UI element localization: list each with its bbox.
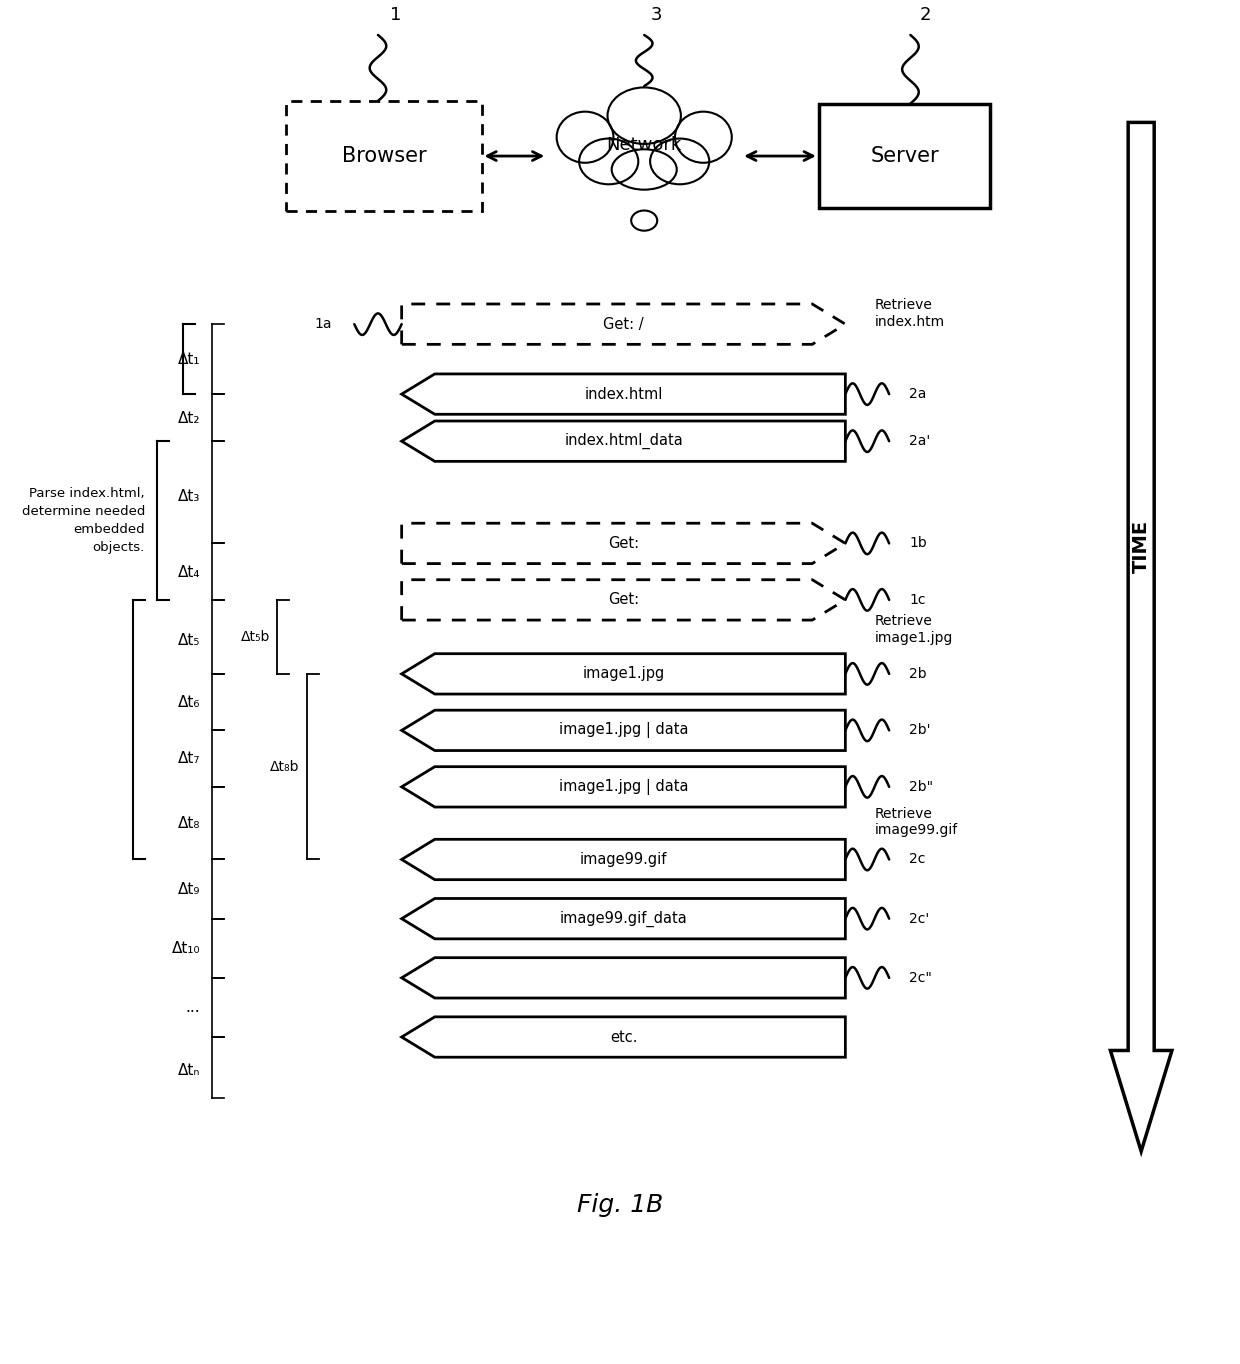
FancyBboxPatch shape <box>818 104 991 209</box>
Text: 1b: 1b <box>909 536 928 551</box>
Text: Retrieve
image1.jpg: Retrieve image1.jpg <box>875 614 954 645</box>
Text: Δt₈: Δt₈ <box>179 816 201 831</box>
Text: image1.jpg | data: image1.jpg | data <box>559 723 688 738</box>
Text: 1: 1 <box>391 7 402 25</box>
Text: TIME: TIME <box>1132 520 1151 573</box>
Text: 2c': 2c' <box>909 911 930 926</box>
Polygon shape <box>402 524 846 563</box>
Polygon shape <box>402 767 846 807</box>
Polygon shape <box>402 839 846 880</box>
Text: Retrieve
image99.gif: Retrieve image99.gif <box>875 806 959 837</box>
Text: Δt₈b: Δt₈b <box>270 760 300 773</box>
Text: 2c": 2c" <box>909 971 932 985</box>
Text: etc.: etc. <box>610 1030 637 1045</box>
Polygon shape <box>402 374 846 415</box>
Text: Parse index.html,
determine needed
embedded
objects.: Parse index.html, determine needed embed… <box>21 487 145 554</box>
Text: image1.jpg: image1.jpg <box>583 667 665 682</box>
Polygon shape <box>402 711 846 750</box>
Text: Δt₅: Δt₅ <box>179 633 201 648</box>
Text: 2c: 2c <box>909 852 925 866</box>
Polygon shape <box>402 421 846 461</box>
Text: Δt₄: Δt₄ <box>179 566 201 581</box>
Ellipse shape <box>675 112 732 162</box>
Text: Retrieve
index.htm: Retrieve index.htm <box>875 299 945 329</box>
Text: Δt₃: Δt₃ <box>179 488 201 503</box>
Text: Get:: Get: <box>608 592 639 607</box>
Ellipse shape <box>557 112 614 162</box>
Ellipse shape <box>579 139 639 184</box>
Text: Δt₉: Δt₉ <box>179 881 201 896</box>
Text: 2b: 2b <box>909 667 926 681</box>
Ellipse shape <box>608 87 681 145</box>
Text: Browser: Browser <box>341 146 427 166</box>
Text: Δt₂: Δt₂ <box>179 411 201 426</box>
Text: 2: 2 <box>920 7 931 25</box>
Polygon shape <box>1110 123 1172 1151</box>
Text: Server: Server <box>870 146 939 166</box>
Text: image99.gif_data: image99.gif_data <box>559 911 687 926</box>
Text: Get:: Get: <box>608 536 639 551</box>
Polygon shape <box>402 1016 846 1057</box>
Polygon shape <box>402 653 846 694</box>
FancyBboxPatch shape <box>286 101 481 211</box>
Text: 1a: 1a <box>314 318 332 331</box>
Text: Δtₙ: Δtₙ <box>179 1063 201 1078</box>
Text: Δt₆: Δt₆ <box>179 694 201 709</box>
Text: 1c: 1c <box>909 593 926 607</box>
Text: index.html_data: index.html_data <box>564 434 683 449</box>
Text: Fig. 1B: Fig. 1B <box>578 1194 663 1217</box>
Text: image1.jpg | data: image1.jpg | data <box>559 779 688 795</box>
Text: 3: 3 <box>650 7 662 25</box>
Polygon shape <box>402 899 846 938</box>
Polygon shape <box>402 958 846 998</box>
Ellipse shape <box>611 149 677 190</box>
Text: 2b": 2b" <box>909 780 934 794</box>
Text: 2a: 2a <box>909 387 926 401</box>
Text: Δt₁: Δt₁ <box>179 352 201 367</box>
Ellipse shape <box>650 139 709 184</box>
Text: Δt₅b: Δt₅b <box>241 630 270 644</box>
Polygon shape <box>402 580 846 621</box>
Text: index.html: index.html <box>584 386 662 401</box>
Text: Δt₇: Δt₇ <box>179 752 201 767</box>
Text: Network: Network <box>606 136 682 154</box>
Text: Δt₁₀: Δt₁₀ <box>172 941 201 956</box>
Polygon shape <box>402 304 846 344</box>
Text: image99.gif: image99.gif <box>580 852 667 868</box>
Text: 2a': 2a' <box>909 434 930 449</box>
Text: 2b': 2b' <box>909 723 931 738</box>
Text: ...: ... <box>186 1000 201 1015</box>
Ellipse shape <box>631 210 657 231</box>
Text: Get: /: Get: / <box>603 316 644 331</box>
